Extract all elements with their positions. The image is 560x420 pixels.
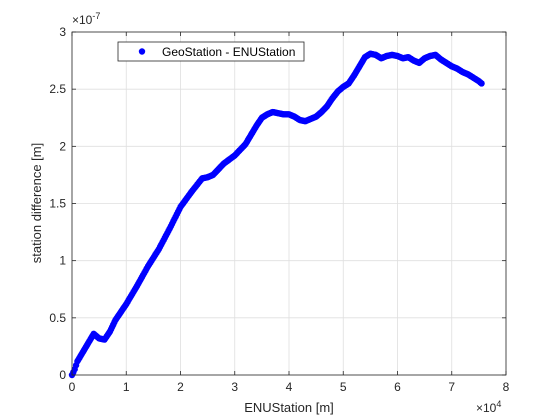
legend-box: [117, 41, 305, 62]
legend-label: GeoStation - ENUStation: [162, 45, 295, 59]
x-axis-ticks: 0 1 2 3 4 5 6 7 8: [69, 32, 510, 394]
x-tick-label: 8: [503, 380, 510, 394]
x-tick-label: 7: [448, 380, 455, 394]
legend-marker: [138, 48, 146, 55]
data-point: [478, 80, 485, 87]
legend: GeoStation - ENUStation: [117, 41, 305, 62]
y-tick-label: 1: [59, 254, 66, 268]
x-tick-label: 1: [123, 380, 130, 394]
y-tick-label: 3: [59, 25, 66, 39]
x-tick-label: 6: [394, 380, 401, 394]
x-tick-label: 5: [340, 380, 347, 394]
y-tick-label: 1.5: [49, 197, 66, 211]
data-points: [68, 50, 485, 379]
y-tick-label: 2.5: [49, 82, 66, 96]
y-tick-label: 0: [59, 368, 66, 382]
y-exponent-label: ×10-7: [72, 11, 100, 27]
x-tick-label: 3: [231, 380, 238, 394]
x-tick-label: 2: [177, 380, 184, 394]
y-axis-label: station difference [m]: [29, 143, 44, 263]
y-tick-label: 2: [59, 139, 66, 153]
y-axis-ticks: 0 0.5 1 1.5 2 2.5 3: [49, 25, 506, 382]
x-tick-label: 4: [286, 380, 293, 394]
x-tick-label: 0: [69, 380, 76, 394]
x-exponent-label: ×104: [476, 399, 501, 415]
x-axis-label: ENUStation [m]: [244, 400, 334, 415]
y-tick-label: 0.5: [49, 311, 66, 325]
